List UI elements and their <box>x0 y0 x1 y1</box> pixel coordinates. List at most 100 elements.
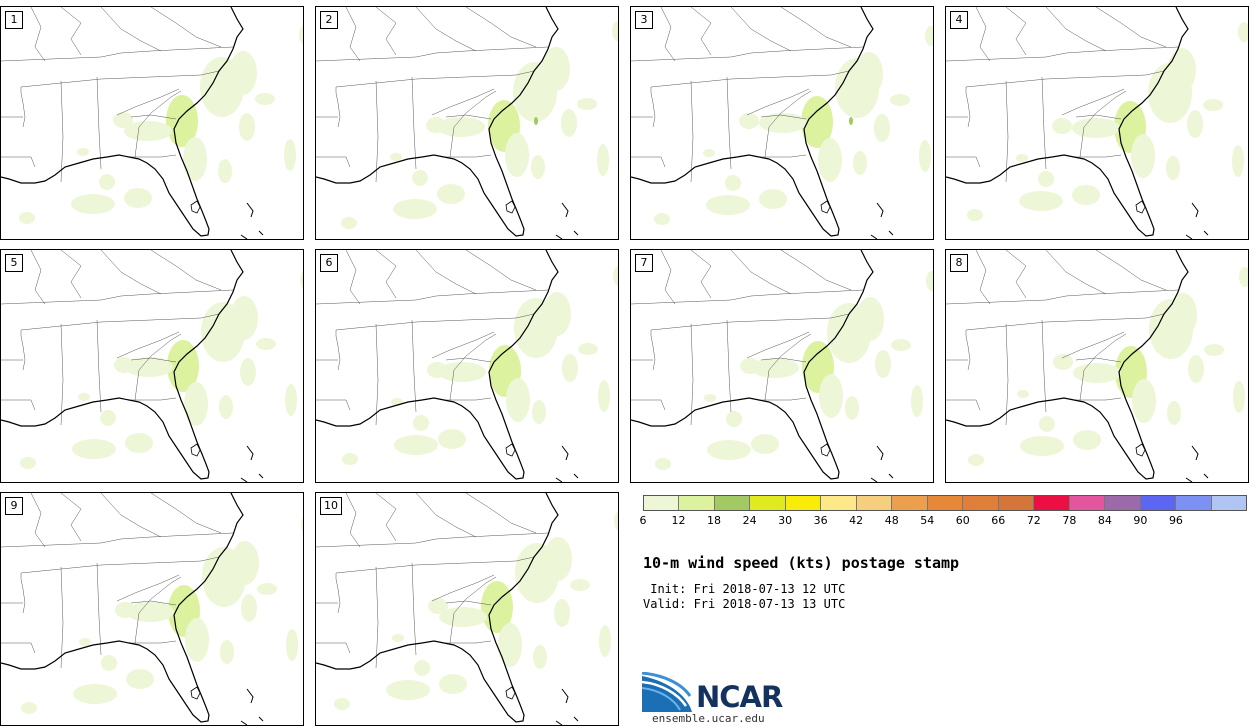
state-boundary <box>660 7 676 62</box>
wind-area <box>598 380 610 412</box>
colorbar-swatch <box>750 496 786 510</box>
state-boundary <box>650 87 656 128</box>
state-boundary <box>60 7 82 56</box>
colorbar-tick-label: 42 <box>849 514 864 527</box>
state-boundary <box>1095 250 1167 291</box>
wind-area <box>1188 355 1204 383</box>
member-panel-8[interactable]: 8 <box>945 249 1249 483</box>
state-boundary <box>335 313 535 331</box>
member-panel-4[interactable]: 4 <box>945 6 1249 240</box>
state-boundary <box>1 399 36 411</box>
colorbar-swatch <box>1211 496 1246 510</box>
colorbar-tick-label: 66 <box>991 514 1006 527</box>
state-boundary <box>316 156 351 168</box>
wind-area <box>115 602 135 618</box>
member-panel-2[interactable]: 2 <box>315 6 619 240</box>
state-boundary <box>444 154 492 158</box>
state-boundary <box>631 46 864 62</box>
state-boundary <box>946 46 1179 62</box>
state-boundary <box>975 7 991 62</box>
map-svg <box>1 7 303 239</box>
member-label: 8 <box>950 254 968 272</box>
member-panel-1[interactable]: 1 <box>0 6 304 240</box>
colorbar-swatch <box>927 496 964 510</box>
colorbar-tick-label: 48 <box>884 514 899 527</box>
coastline <box>316 7 559 237</box>
state-boundary <box>444 397 492 401</box>
wind-area <box>1072 118 1120 138</box>
state-boundary <box>759 397 807 401</box>
colorbar-swatch <box>1069 496 1106 510</box>
state-boundary <box>1061 88 1125 116</box>
state-boundary <box>316 46 549 62</box>
wind-area <box>114 357 134 373</box>
island <box>870 234 878 239</box>
colorbar-tick-label: 36 <box>813 514 828 527</box>
ncar-logo-icon <box>642 672 692 712</box>
wind-area <box>561 109 577 137</box>
state-boundary <box>316 289 549 305</box>
wind-area <box>1238 22 1248 42</box>
state-boundary <box>746 331 810 359</box>
island <box>573 473 579 479</box>
state-boundary <box>415 493 477 538</box>
state-boundary <box>130 114 177 120</box>
state-boundary <box>20 313 220 331</box>
wind-area <box>229 51 257 95</box>
member-panel-7[interactable]: 7 <box>630 249 934 483</box>
member-label: 9 <box>5 497 23 515</box>
colorbar-ticks: 6 12 18 24 30 36 42 48 54 60 66 72 78 84 90 96 <box>640 514 1247 528</box>
member-label: 3 <box>635 11 653 29</box>
state-boundary <box>150 7 222 48</box>
wind-area <box>739 113 759 129</box>
island <box>888 230 894 236</box>
wind-area <box>392 634 404 642</box>
state-boundary <box>411 319 417 413</box>
wind-area <box>845 396 859 420</box>
wind-area <box>925 26 933 46</box>
wind-area <box>740 358 760 374</box>
colorbar-swatch <box>1105 496 1141 510</box>
island <box>555 477 563 482</box>
lake-okeechobee <box>505 443 516 457</box>
wind-area <box>220 640 234 664</box>
state-boundary <box>30 250 46 305</box>
member-panel-5[interactable]: 5 <box>0 249 304 483</box>
colorbar-swatch <box>714 496 751 510</box>
wind-area <box>428 598 448 614</box>
member-label: 2 <box>320 11 338 29</box>
state-boundary <box>345 493 361 548</box>
state-boundary <box>631 156 666 168</box>
colorbar-tick-label: 84 <box>1097 514 1112 527</box>
state-boundary <box>1075 357 1122 363</box>
member-panel-10[interactable]: 10 <box>315 492 619 726</box>
state-boundary <box>335 70 535 88</box>
lake-okeechobee <box>1135 443 1146 457</box>
member-panel-9[interactable]: 9 <box>0 492 304 726</box>
state-boundary <box>1045 250 1107 295</box>
wind-area <box>393 199 437 219</box>
island <box>1191 202 1199 218</box>
wind-area <box>101 655 117 671</box>
colorbar-tick-label: 60 <box>955 514 970 527</box>
wind-area <box>185 618 209 662</box>
state-boundary <box>445 114 492 120</box>
state-boundary <box>965 70 1165 88</box>
state-boundary <box>30 7 46 62</box>
map-svg <box>1 493 303 725</box>
state-boundary <box>1 156 36 168</box>
colorbar-swatch <box>821 496 857 510</box>
state-boundary <box>1095 7 1167 48</box>
island <box>888 473 894 479</box>
state-boundary <box>449 333 497 401</box>
member-panel-6[interactable]: 6 <box>315 249 619 483</box>
state-boundary <box>1045 7 1107 52</box>
wind-area <box>543 292 571 336</box>
wind-area <box>1131 134 1155 178</box>
island <box>258 473 264 479</box>
member-panel-3[interactable]: 3 <box>630 6 934 240</box>
state-boundary <box>20 70 220 88</box>
state-boundary <box>631 399 666 411</box>
wind-area <box>413 415 429 431</box>
wind-area <box>1168 48 1196 92</box>
